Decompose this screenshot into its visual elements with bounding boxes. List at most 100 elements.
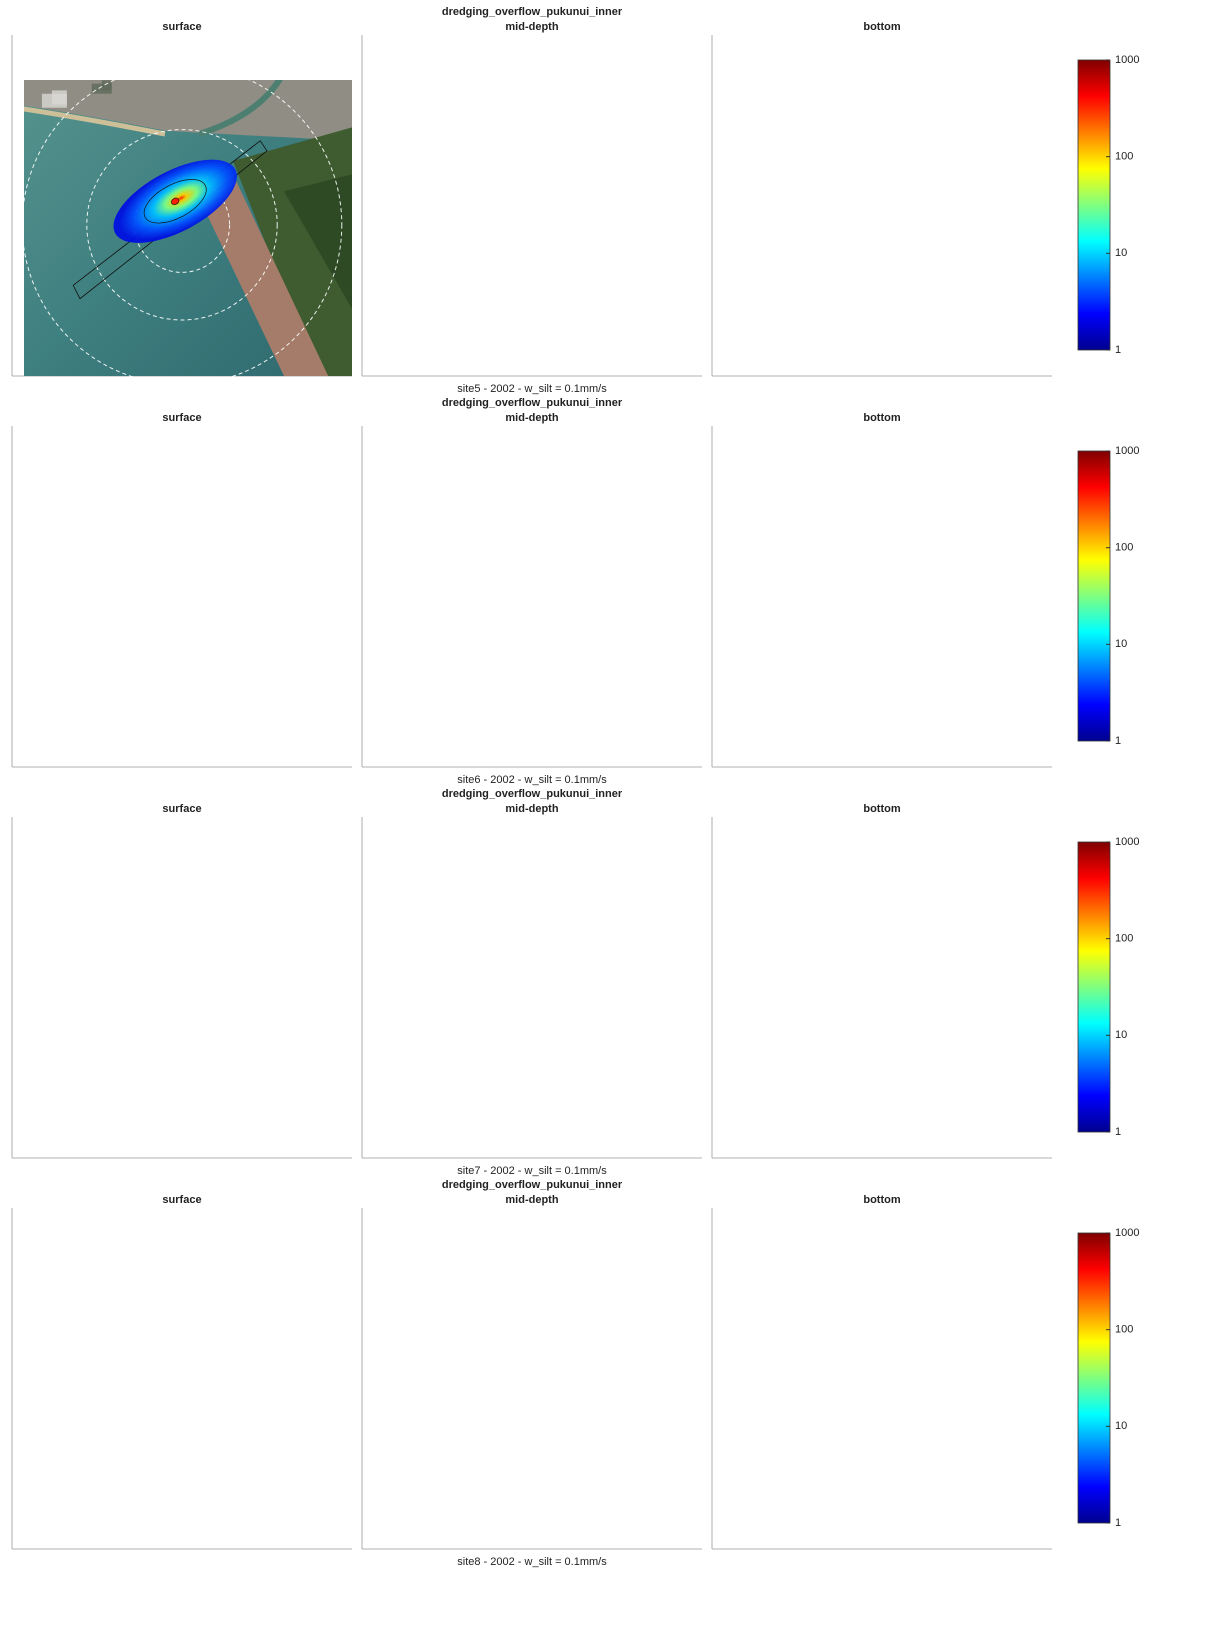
range-ring xyxy=(437,130,627,320)
town xyxy=(12,452,337,547)
map-image xyxy=(712,452,1037,778)
building xyxy=(601,50,616,60)
plume-area xyxy=(807,136,955,253)
port xyxy=(191,578,315,767)
beach xyxy=(712,918,862,942)
building xyxy=(183,474,193,488)
port xyxy=(541,578,665,767)
hills xyxy=(933,127,1052,376)
range-ring xyxy=(426,1336,589,1499)
panel-title: bottom xyxy=(863,21,900,33)
building xyxy=(802,80,812,90)
caption: site6 - 2002 - w_silt = 0.1mm/s xyxy=(457,774,607,786)
contour xyxy=(869,592,879,601)
range-ring xyxy=(721,1281,995,1555)
contour xyxy=(490,167,566,229)
building xyxy=(888,879,898,893)
building xyxy=(89,1292,99,1302)
map-image xyxy=(712,40,1052,385)
building xyxy=(750,499,765,513)
range-ring xyxy=(482,976,575,1069)
building xyxy=(448,490,458,500)
building xyxy=(581,57,596,67)
building xyxy=(92,84,112,94)
building xyxy=(626,864,636,870)
channel xyxy=(71,547,256,695)
panel-title: surface xyxy=(162,803,201,815)
building xyxy=(591,53,616,63)
range-ring xyxy=(372,65,692,385)
building xyxy=(985,861,1005,867)
building xyxy=(901,60,921,74)
building xyxy=(400,499,415,513)
sea xyxy=(362,1257,653,1549)
building xyxy=(979,455,999,461)
building xyxy=(790,897,810,907)
hills-dark xyxy=(634,174,702,308)
building xyxy=(798,490,808,500)
contour xyxy=(838,568,910,626)
plume xyxy=(454,139,602,256)
building xyxy=(543,471,563,485)
building xyxy=(712,40,722,46)
building xyxy=(927,873,942,883)
range-ring xyxy=(22,866,335,1179)
plume-area xyxy=(441,1344,568,1445)
river xyxy=(891,452,982,540)
colorbar-tick-label: 10 xyxy=(1115,638,1127,650)
hills-dark xyxy=(245,1374,303,1491)
panel-title: surface xyxy=(162,412,201,424)
building xyxy=(823,1286,838,1292)
building xyxy=(629,455,649,461)
building xyxy=(208,1269,233,1279)
building xyxy=(402,90,417,104)
map-image xyxy=(12,858,345,1180)
range-ring xyxy=(722,473,1028,779)
building xyxy=(166,1277,176,1291)
range-ring xyxy=(834,177,929,272)
sea xyxy=(362,858,695,1158)
building xyxy=(391,906,416,920)
panel-title: bottom xyxy=(863,412,900,424)
building xyxy=(362,1257,372,1263)
colorbar-tick-label: 100 xyxy=(1115,542,1133,554)
building xyxy=(922,468,937,478)
range-ring xyxy=(479,580,570,671)
hills-dark xyxy=(978,978,1045,1098)
colorbar xyxy=(1078,1233,1110,1523)
building xyxy=(396,1301,411,1315)
building xyxy=(845,480,870,486)
contour xyxy=(163,599,173,608)
building xyxy=(591,461,606,471)
beach xyxy=(12,515,158,540)
building xyxy=(200,1272,215,1282)
contour xyxy=(132,574,204,632)
colorbar-tick-label: 100 xyxy=(1115,151,1133,163)
building xyxy=(495,480,520,486)
building xyxy=(439,1292,449,1302)
plume-area xyxy=(453,944,596,1054)
building xyxy=(738,1304,763,1318)
contour xyxy=(135,973,208,1031)
hills xyxy=(573,534,687,767)
river xyxy=(549,40,644,134)
building xyxy=(131,1283,156,1289)
building xyxy=(442,84,462,94)
hills xyxy=(923,534,1037,767)
river xyxy=(895,858,988,942)
building xyxy=(139,888,154,894)
building xyxy=(751,903,766,917)
building xyxy=(80,1295,100,1305)
contour xyxy=(853,1387,863,1396)
building xyxy=(712,1257,722,1263)
contour xyxy=(167,997,177,1006)
channel xyxy=(771,547,956,695)
building xyxy=(486,484,501,490)
building xyxy=(577,873,592,883)
building xyxy=(401,903,416,917)
building xyxy=(572,468,587,478)
port xyxy=(872,1374,983,1549)
hills-dark xyxy=(595,1374,653,1491)
building xyxy=(541,64,551,78)
colorbar-tick-label: 10 xyxy=(1115,247,1127,259)
